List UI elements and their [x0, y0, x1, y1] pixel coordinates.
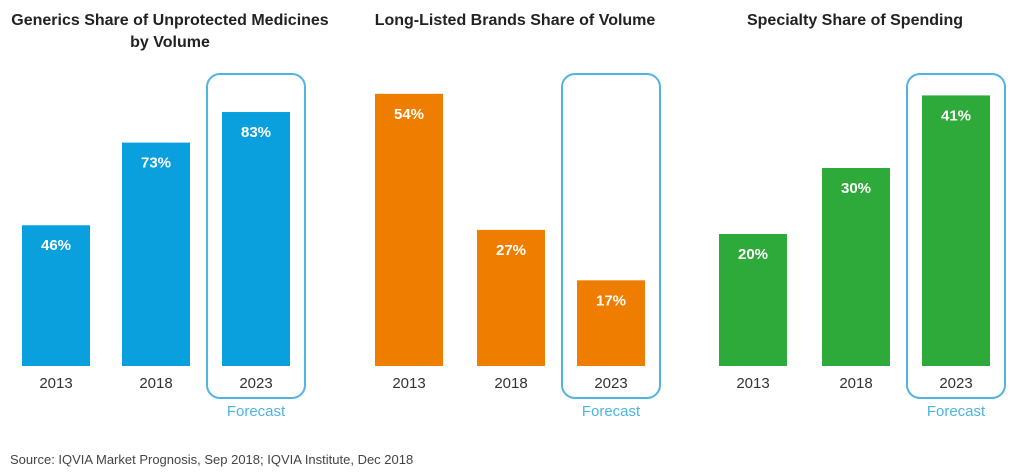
- data-label: 73%: [141, 155, 171, 172]
- chart-panel-specialty: Specialty Share of Spending 20% 2013 30% 20…: [690, 0, 1020, 430]
- chart-title: Long-Listed Brands Share of Volume: [374, 12, 656, 29]
- bar-2023: [922, 95, 990, 367]
- forecast-highlight-box: [906, 73, 1006, 399]
- x-tick-label: 2013: [39, 375, 72, 392]
- data-label: 46%: [41, 237, 71, 254]
- bar-chart-specialty: 20% 2013 30% 2018 41% 2023 Forecast: [719, 73, 1006, 420]
- data-label: 27%: [496, 242, 526, 259]
- bar-2018: [477, 229, 545, 366]
- bar-2023: [577, 280, 645, 366]
- data-label: 17%: [596, 292, 626, 309]
- forecast-highlight-box: [206, 73, 306, 399]
- bar-chart-long-listed-brands: 54% 2013 27% 2018 17% 2023 Forecast: [375, 73, 661, 420]
- data-label: 54%: [394, 106, 424, 123]
- chart-panel-generics: Generics Share of Unprotected Medicines …: [0, 0, 340, 430]
- bar-2013: [22, 225, 90, 366]
- x-tick-label: 2023: [594, 375, 627, 392]
- bar-chart-generics: 46% 2013 73% 2018 83% 2023 Forecast: [22, 73, 306, 420]
- data-label: 41%: [941, 107, 971, 124]
- forecast-label: Forecast: [927, 403, 986, 420]
- x-tick-label: 2023: [939, 375, 972, 392]
- chart-title: Specialty Share of Spending: [746, 12, 964, 29]
- forecast-highlight-box: [561, 73, 661, 399]
- source-note: Source: IQVIA Market Prognosis, Sep 2018…: [10, 452, 414, 467]
- data-label: 20%: [738, 246, 768, 263]
- forecast-label: Forecast: [227, 403, 286, 420]
- x-tick-label: 2018: [839, 375, 872, 392]
- chart-title: Generics Share of Unprotected Medicines …: [11, 12, 329, 51]
- x-tick-label: 2018: [494, 375, 527, 392]
- data-label: 30%: [841, 180, 871, 197]
- x-tick-label: 2018: [139, 375, 172, 392]
- chart-panel-long-listed-brands: Long-Listed Brands Share of Volume 54% 20…: [345, 0, 685, 430]
- bar-2018: [822, 168, 890, 366]
- bar-2023: [222, 112, 290, 367]
- bar-2018: [122, 142, 190, 366]
- x-tick-label: 2013: [736, 375, 769, 392]
- bar-2013: [719, 234, 787, 366]
- data-label: 83%: [241, 124, 271, 141]
- x-tick-label: 2013: [392, 375, 425, 392]
- x-tick-label: 2023: [239, 375, 272, 392]
- bar-2013: [375, 93, 443, 366]
- forecast-label: Forecast: [582, 403, 641, 420]
